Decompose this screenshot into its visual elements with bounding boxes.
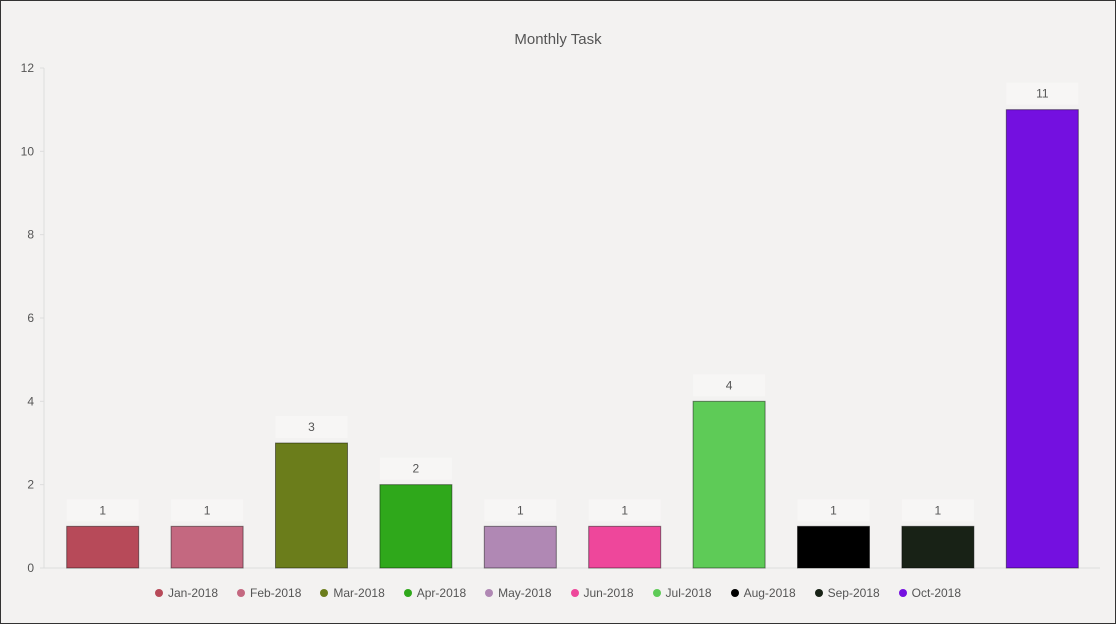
data-label-background [797, 499, 870, 522]
y-tick-label: 8 [27, 228, 34, 242]
data-label: 1 [204, 503, 211, 517]
y-tick-label: 4 [27, 394, 34, 408]
bar-aug-2018[interactable] [797, 525, 870, 569]
data-label: 1 [935, 503, 942, 517]
legend-label: Aug-2018 [743, 586, 796, 600]
data-label: 1 [517, 503, 524, 517]
legend-marker [154, 589, 163, 597]
data-label-background [693, 374, 766, 397]
legend-marker [320, 589, 329, 597]
legend-marker [730, 589, 739, 597]
bar-jan-2018[interactable] [66, 525, 140, 569]
y-tick-label: 12 [21, 61, 35, 75]
data-label-background [171, 499, 244, 522]
legend-marker [898, 589, 907, 597]
legend-marker [237, 589, 246, 597]
legend-item-jan-2018[interactable]: Jan-2018 [154, 586, 219, 600]
data-label: 4 [726, 378, 733, 392]
y-tick-label: 2 [27, 478, 34, 492]
data-label-background [901, 499, 974, 522]
data-label: 2 [413, 462, 420, 476]
legend-item-sep-2018[interactable]: Sep-2018 [814, 586, 880, 600]
chart-legend: Jan-2018 Feb-2018 Mar-2018 Apr-2018 May-2018… [0, 586, 1116, 600]
data-label: 1 [99, 503, 106, 517]
bar-oct-2018[interactable] [1005, 109, 1079, 569]
data-label-background [379, 457, 452, 480]
legend-label: Feb-2018 [250, 586, 302, 600]
data-label: 3 [308, 420, 315, 434]
legend-marker [814, 589, 823, 597]
legend-label: Apr-2018 [416, 586, 467, 600]
bar-jul-2018[interactable] [692, 400, 766, 569]
legend-item-mar-2018[interactable]: Mar-2018 [320, 586, 385, 600]
data-label-background [1006, 82, 1079, 105]
data-label: 1 [830, 503, 837, 517]
data-label-background [275, 416, 348, 438]
bar-apr-2018[interactable] [379, 484, 453, 569]
chart-title: Monthly Task [514, 31, 602, 48]
bar-mar-2018[interactable] [275, 442, 348, 569]
y-tick-label: 6 [27, 311, 34, 325]
data-label: 11 [1036, 87, 1049, 101]
bar-sep-2018[interactable] [901, 525, 975, 569]
data-label: 1 [621, 503, 628, 517]
legend-item-feb-2018[interactable]: Feb-2018 [237, 586, 301, 600]
legend-label: Jan-2018 [167, 586, 219, 600]
y-tick-label: 0 [27, 561, 34, 575]
legend-label: Mar-2018 [333, 586, 385, 600]
legend-item-jul-2018[interactable]: Jul-2018 [652, 586, 712, 600]
legend-item-oct-2018[interactable]: Oct-2018 [898, 586, 962, 600]
legend-label: Oct-2018 [911, 586, 962, 600]
data-label-background [588, 499, 661, 522]
bar-may-2018[interactable] [483, 525, 557, 569]
legend-label: May-2018 [498, 586, 552, 600]
legend-label: Jul-2018 [665, 586, 712, 600]
legend-item-aug-2018[interactable]: Aug-2018 [730, 586, 796, 600]
data-label-background [484, 499, 557, 522]
legend-marker [570, 589, 579, 597]
legend-marker [485, 589, 494, 597]
legend-item-may-2018[interactable]: May-2018 [485, 586, 552, 600]
bar-jun-2018[interactable] [588, 525, 662, 569]
legend-item-apr-2018[interactable]: Apr-2018 [403, 586, 467, 600]
legend-marker [652, 589, 661, 597]
bar-feb-2018[interactable] [170, 525, 244, 569]
legend-label: Sep-2018 [827, 586, 880, 600]
legend-marker [403, 589, 412, 597]
legend-label: Jun-2018 [583, 586, 634, 600]
legend-item-jun-2018[interactable]: Jun-2018 [570, 586, 634, 600]
data-label-background [66, 499, 139, 522]
y-tick-label: 10 [21, 144, 35, 158]
